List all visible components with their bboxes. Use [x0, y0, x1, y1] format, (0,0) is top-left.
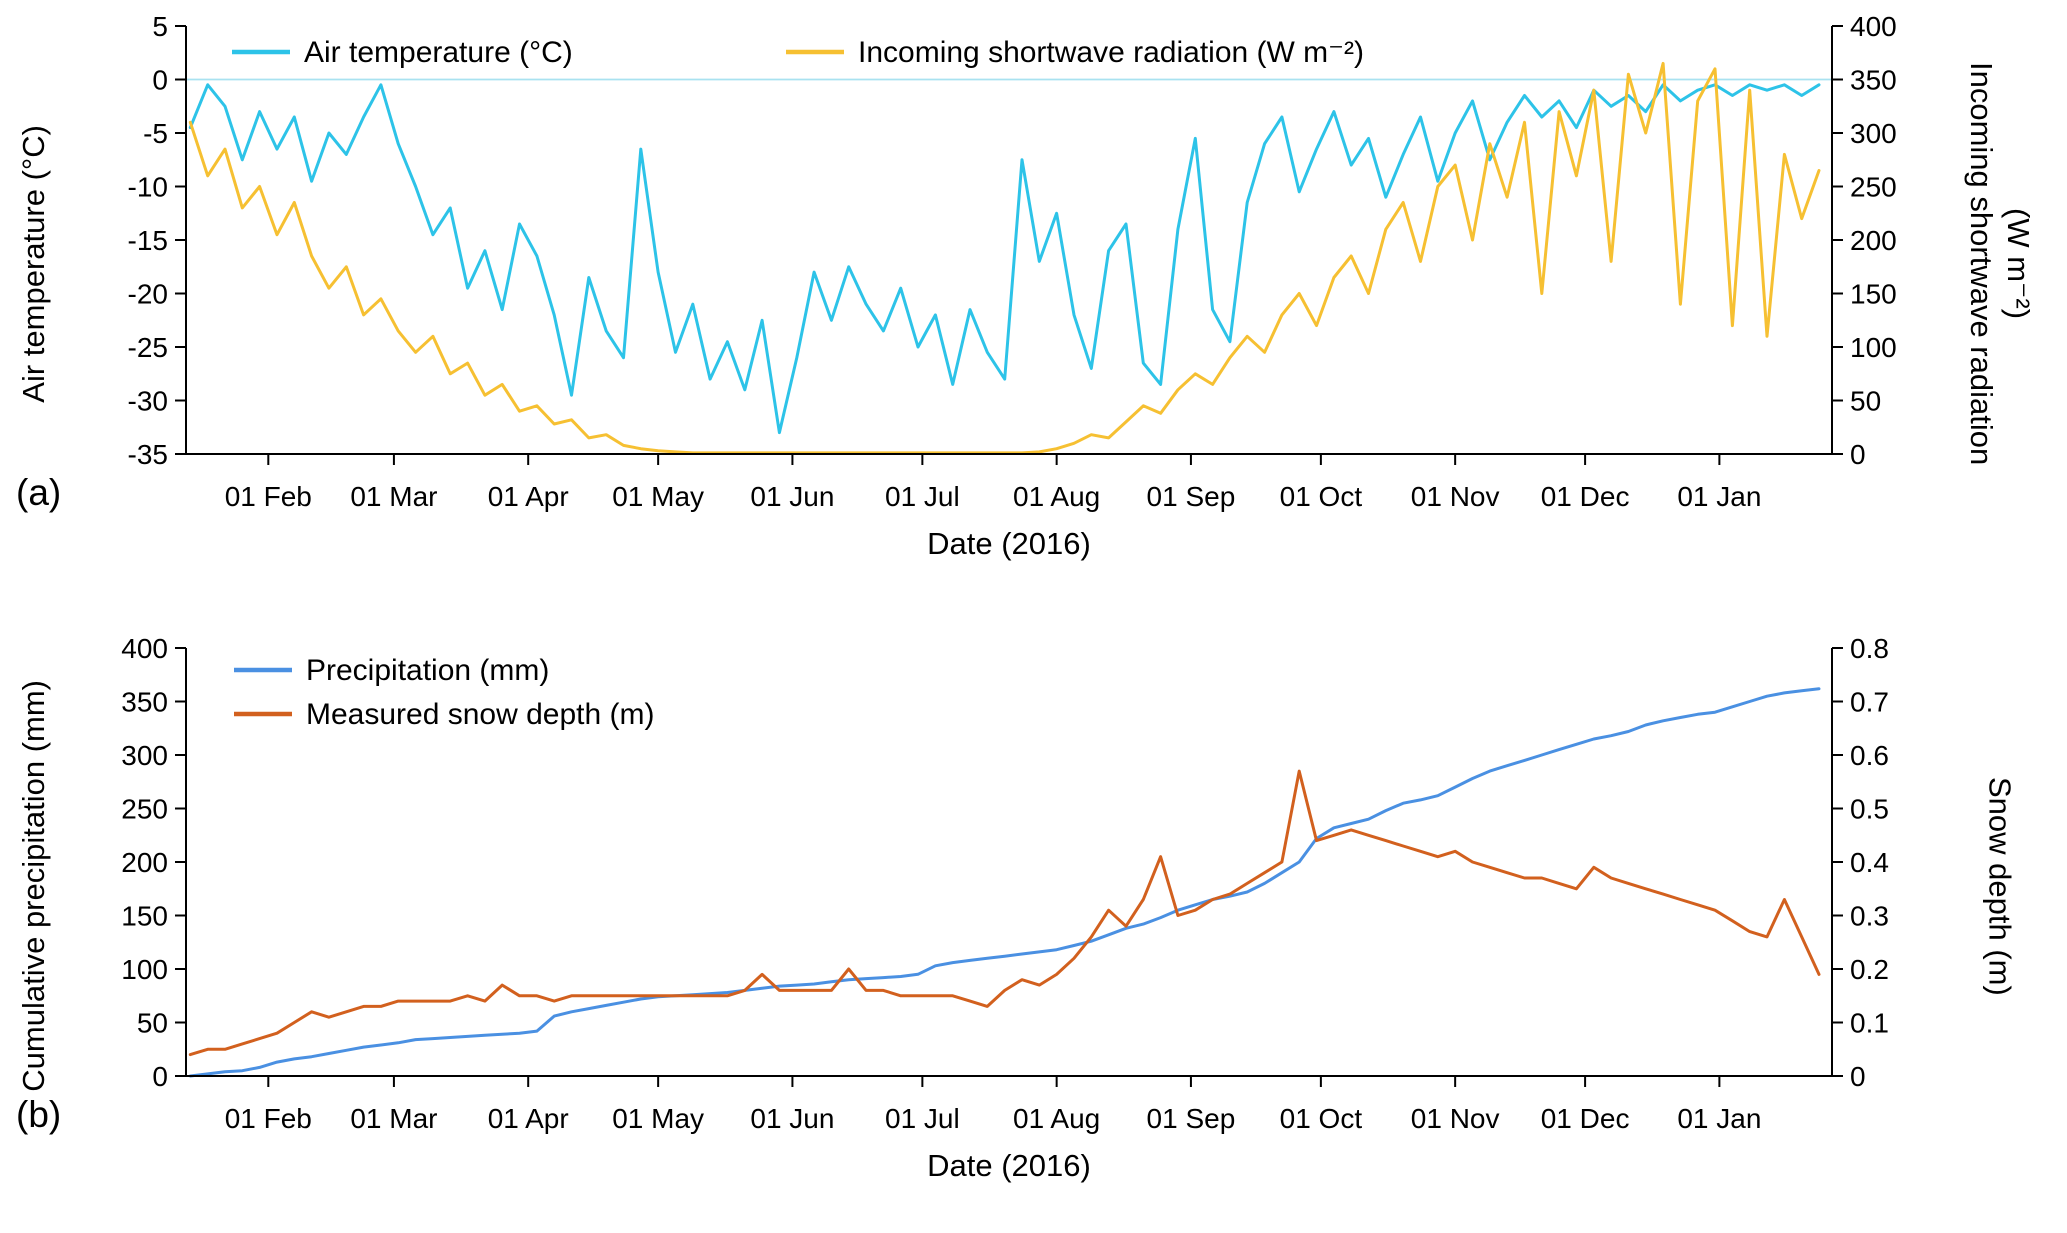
- left-axis-tick-label: -20: [128, 279, 168, 310]
- x-axis-tick-label: 01 Mar: [350, 1103, 437, 1134]
- x-axis-tick-label: 01 Aug: [1013, 481, 1100, 512]
- right-axis-tick-label: 100: [1850, 332, 1897, 363]
- left-axis-tick-label: 300: [121, 740, 168, 771]
- right-axis-tick-label: 0.4: [1850, 847, 1889, 878]
- incoming-shortwave-radiation-w-m-series-line: [188, 61, 1821, 455]
- air-temperature-c-series-line: [188, 83, 1821, 435]
- x-axis-tick-label: 01 Jun: [750, 1103, 834, 1134]
- panel-b-left-axis-label: Cumulative precipitation (mm): [10, 632, 58, 1140]
- precipitation-mm-series-line: [188, 687, 1821, 1078]
- x-axis-tick-label: 01 Dec: [1541, 1103, 1630, 1134]
- right-axis-tick-label: 150: [1850, 279, 1897, 310]
- x-axis-tick-label: 01 Feb: [225, 1103, 312, 1134]
- left-axis-tick-label: 100: [121, 954, 168, 985]
- x-axis-tick-label: 01 Oct: [1280, 1103, 1363, 1134]
- incoming-shortwave-radiation-w-m-legend-label: Incoming shortwave radiation (W m⁻²): [858, 36, 1364, 69]
- left-axis-tick-label: -35: [128, 439, 168, 470]
- panel-b: Cumulative precipitation (mm) 400 350 300 2…: [0, 632, 2067, 1212]
- x-axis-tick-label: 01 Apr: [488, 481, 569, 512]
- left-axis-tick-label: -10: [128, 172, 168, 203]
- panel-b-right-axis-label: Snow depth (m): [1944, 632, 2056, 1140]
- right-axis-tick-label: 0.1: [1850, 1008, 1889, 1039]
- panel-b-letter: (b): [16, 1094, 62, 1135]
- x-axis-tick-label: 01 Oct: [1280, 481, 1363, 512]
- left-axis-tick-label: 350: [121, 687, 168, 718]
- left-axis-tick-label: 250: [121, 794, 168, 825]
- x-axis-tick-label: 01 May: [612, 481, 704, 512]
- left-axis-tick-label: -15: [128, 225, 168, 256]
- snow-depth-axis-label: Snow depth (m): [1982, 776, 2018, 996]
- precipitation-mm-legend-label: Precipitation (mm): [306, 654, 549, 687]
- measured-snow-depth-m-legend-label: Measured snow depth (m): [306, 698, 655, 731]
- right-axis-tick-label: 200: [1850, 225, 1897, 256]
- panel-a-right-axis-label: Incoming shortwave radiation (W m⁻²): [1944, 10, 2056, 518]
- left-axis-tick-label: 150: [121, 901, 168, 932]
- left-axis-tick-label: 50: [137, 1008, 168, 1039]
- x-axis-tick-label: 01 Sep: [1147, 1103, 1236, 1134]
- panel-b-x-axis-label: Date (2016): [927, 1148, 1091, 1183]
- right-axis-tick-label: 0.3: [1850, 901, 1889, 932]
- left-axis-tick-label: 5: [152, 11, 168, 42]
- left-axis-tick-label: -30: [128, 386, 168, 417]
- x-axis-tick-label: 01 Mar: [350, 481, 437, 512]
- right-axis-tick-label: 0.2: [1850, 954, 1889, 985]
- left-axis-tick-label: 400: [121, 633, 168, 664]
- x-axis-tick-label: 01 Nov: [1411, 1103, 1500, 1134]
- x-axis-tick-label: 01 Apr: [488, 1103, 569, 1134]
- x-axis-tick-label: 01 Feb: [225, 481, 312, 512]
- right-axis-tick-label: 0.6: [1850, 740, 1889, 771]
- right-axis-tick-label: 0: [1850, 439, 1866, 470]
- right-axis-tick-label: 350: [1850, 65, 1897, 96]
- panel-a-left-axis-label: Air temperature (°C): [10, 10, 58, 518]
- measured-snow-depth-m-series-line: [188, 769, 1821, 1057]
- x-axis-tick-label: 01 Jul: [885, 1103, 960, 1134]
- x-axis-tick-label: 01 Jun: [750, 481, 834, 512]
- right-axis-tick-label: 400: [1850, 11, 1897, 42]
- right-axis-tick-label: 0.7: [1850, 687, 1889, 718]
- right-axis-tick-label: 0.8: [1850, 633, 1889, 664]
- left-axis-tick-label: -5: [143, 118, 168, 149]
- x-axis-tick-label: 01 Sep: [1147, 481, 1236, 512]
- panel-a-chart: 50-5-10-15-20-25-30-35400350300250200150…: [128, 11, 1897, 512]
- x-axis-tick-label: 01 Jul: [885, 481, 960, 512]
- x-axis-tick-label: 01 Dec: [1541, 481, 1630, 512]
- left-axis-tick-label: -25: [128, 332, 168, 363]
- left-axis-tick-label: 0: [152, 65, 168, 96]
- panel-a-x-axis-label: Date (2016): [927, 526, 1091, 561]
- air-temperature-c-legend-label: Air temperature (°C): [304, 36, 573, 69]
- right-axis-tick-label: 0: [1850, 1061, 1866, 1092]
- right-axis-tick-label: 0.5: [1850, 794, 1889, 825]
- cumulative-precipitation-axis-label: Cumulative precipitation (mm): [16, 680, 52, 1092]
- panel-b-chart: 400 350 300 250 200 150 100 50 0 0.8 0.7 0.6 0.5 0.4 0…: [121, 633, 1889, 1134]
- x-axis-tick-label: 01 Jan: [1677, 481, 1761, 512]
- left-axis-tick-label: 0: [152, 1061, 168, 1092]
- left-axis-tick-label: 200: [121, 847, 168, 878]
- x-axis-tick-label: 01 Nov: [1411, 481, 1500, 512]
- right-axis-tick-label: 250: [1850, 172, 1897, 203]
- x-axis-tick-label: 01 May: [612, 1103, 704, 1134]
- air-temperature-axis-label: Air temperature (°C): [16, 125, 52, 403]
- right-axis-tick-label: 300: [1850, 118, 1897, 149]
- x-axis-tick-label: 01 Jan: [1677, 1103, 1761, 1134]
- right-axis-tick-label: 50: [1850, 386, 1881, 417]
- x-axis-tick-label: 01 Aug: [1013, 1103, 1100, 1134]
- panel-a-letter: (a): [16, 472, 62, 513]
- panel-a: Air temperature (°C) 5 0 -5 -10 -15 -20 -25 -30…: [0, 10, 2067, 590]
- shortwave-radiation-axis-label: Incoming shortwave radiation (W m⁻²): [1964, 62, 2037, 466]
